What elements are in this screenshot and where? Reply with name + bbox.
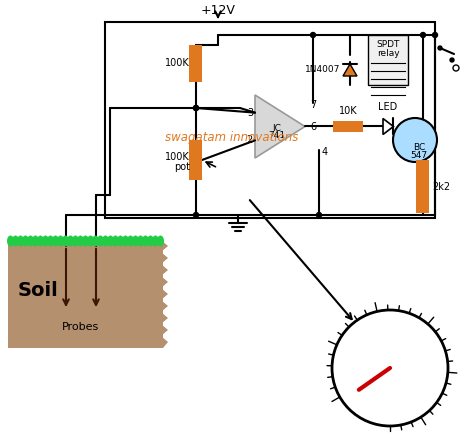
Text: 6: 6: [310, 122, 316, 131]
Ellipse shape: [27, 235, 34, 246]
Circle shape: [193, 106, 199, 111]
Ellipse shape: [42, 235, 49, 246]
Ellipse shape: [157, 235, 164, 246]
Circle shape: [432, 32, 438, 37]
Text: LED: LED: [378, 103, 398, 112]
Text: 7: 7: [310, 100, 316, 110]
Text: 2k2: 2k2: [432, 182, 450, 191]
Circle shape: [420, 32, 426, 37]
Text: 547: 547: [410, 151, 428, 160]
Text: Soil: Soil: [18, 281, 59, 300]
Ellipse shape: [72, 235, 79, 246]
Text: 1N4007: 1N4007: [305, 66, 340, 75]
Ellipse shape: [7, 235, 14, 246]
Ellipse shape: [92, 235, 99, 246]
Circle shape: [317, 213, 321, 218]
Ellipse shape: [77, 235, 84, 246]
Ellipse shape: [82, 235, 89, 246]
Ellipse shape: [132, 235, 139, 246]
Ellipse shape: [52, 235, 59, 246]
Polygon shape: [383, 119, 393, 135]
Circle shape: [450, 58, 454, 62]
Circle shape: [393, 118, 437, 162]
Text: 4: 4: [322, 147, 328, 157]
Ellipse shape: [147, 235, 154, 246]
Ellipse shape: [122, 235, 129, 246]
Ellipse shape: [102, 235, 109, 246]
Ellipse shape: [127, 235, 134, 246]
Text: 741: 741: [268, 131, 285, 140]
Ellipse shape: [17, 235, 24, 246]
Polygon shape: [255, 95, 305, 158]
Text: Probes: Probes: [63, 322, 100, 332]
Bar: [190, 140, 202, 180]
Polygon shape: [161, 238, 168, 348]
Circle shape: [332, 310, 448, 426]
Text: 2: 2: [247, 135, 253, 145]
Ellipse shape: [107, 235, 114, 246]
Bar: [105, 22, 435, 218]
Ellipse shape: [37, 235, 44, 246]
Ellipse shape: [142, 235, 149, 246]
Bar: [333, 121, 363, 132]
Text: relay: relay: [377, 49, 399, 59]
Text: BC: BC: [413, 143, 425, 152]
Bar: [8, 238, 163, 348]
Ellipse shape: [62, 235, 69, 246]
Text: SPDT: SPDT: [376, 40, 400, 49]
Circle shape: [193, 106, 199, 111]
Ellipse shape: [97, 235, 104, 246]
Text: 100K: 100K: [165, 152, 190, 162]
Ellipse shape: [47, 235, 54, 246]
Ellipse shape: [32, 235, 39, 246]
Bar: [190, 45, 202, 82]
Text: 10K: 10K: [339, 106, 357, 115]
Text: 3: 3: [247, 107, 253, 118]
Text: +12V: +12V: [201, 4, 236, 17]
Bar: [417, 160, 429, 213]
Text: IC: IC: [273, 124, 282, 133]
Ellipse shape: [22, 235, 29, 246]
Ellipse shape: [152, 235, 159, 246]
Text: swagatam innovations: swagatam innovations: [165, 131, 298, 144]
Circle shape: [310, 32, 316, 37]
Ellipse shape: [57, 235, 64, 246]
Ellipse shape: [12, 235, 19, 246]
Ellipse shape: [87, 235, 94, 246]
Ellipse shape: [67, 235, 74, 246]
Ellipse shape: [137, 235, 144, 246]
Polygon shape: [343, 64, 357, 76]
Text: pot: pot: [174, 162, 190, 172]
Ellipse shape: [117, 235, 124, 246]
Circle shape: [193, 213, 199, 218]
Text: 100K: 100K: [165, 59, 190, 68]
Bar: [368, 35, 408, 85]
Circle shape: [438, 46, 442, 50]
Circle shape: [453, 65, 459, 71]
Ellipse shape: [112, 235, 119, 246]
